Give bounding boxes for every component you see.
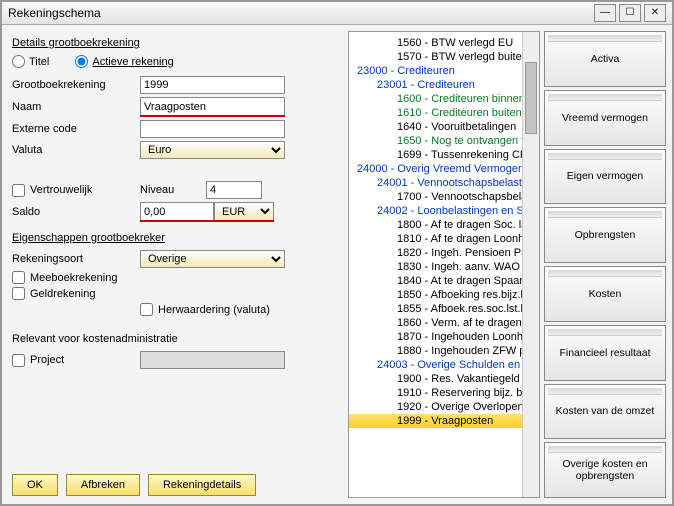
middle-panel: 1560 - BTW verlegd EU1570 - BTW verlegd … xyxy=(342,25,542,504)
chk-geldrekening[interactable]: Geldrekening xyxy=(12,287,134,300)
tree-row[interactable]: 1840 - At te dragen Spaarloon xyxy=(349,274,523,288)
section-relevant-title: Relevant voor kostenadministratie xyxy=(12,333,332,345)
window: Rekeningschema — ☐ ✕ Details grootboekre… xyxy=(0,0,674,506)
right-drawers: ActivaVreemd vermogenEigen vermogenOpbre… xyxy=(542,25,672,504)
tree-row[interactable]: 23000 - Crediteuren xyxy=(349,64,523,78)
chk-project[interactable]: Project xyxy=(12,354,134,367)
select-valuta[interactable]: Euro xyxy=(140,141,285,159)
tree-row[interactable]: 1650 - Nog te ontvangen fakt. xyxy=(349,134,523,148)
tree-row[interactable]: 1640 - Vooruitbetalingen xyxy=(349,120,523,134)
scrollbar[interactable] xyxy=(522,32,539,497)
input-saldo[interactable] xyxy=(140,202,214,220)
tree-row[interactable]: 1830 - Ingeh. aanv. WAO Premie xyxy=(349,260,523,274)
close-button[interactable]: ✕ xyxy=(644,4,666,22)
tree-row[interactable]: 1800 - Af te dragen Soc. lasten xyxy=(349,218,523,232)
window-title: Rekeningschema xyxy=(8,6,591,20)
input-niveau[interactable] xyxy=(206,181,262,199)
drawer-button[interactable]: Overige kosten en opbrengsten xyxy=(544,442,666,498)
titlebar: Rekeningschema — ☐ ✕ xyxy=(2,2,672,25)
button-bar: OK Afbreken Rekeningdetails xyxy=(12,474,256,496)
drawer-button[interactable]: Financieel resultaat xyxy=(544,325,666,381)
chk-meeboekrekening[interactable]: Meeboekrekening xyxy=(12,271,117,284)
drawer-button[interactable]: Kosten xyxy=(544,266,666,322)
tree-row[interactable]: 1920 - Overige Overlopende Pass. xyxy=(349,400,523,414)
tree-row[interactable]: 23001 - Crediteuren xyxy=(349,78,523,92)
drawer-button[interactable]: Vreemd vermogen xyxy=(544,90,666,146)
chk-herwaardering[interactable]: Herwaardering (valuta) xyxy=(140,303,270,316)
left-panel: Details grootboekrekening Titel Actieve … xyxy=(2,25,342,504)
tree-row[interactable]: 1699 - Tussenrekening CRED xyxy=(349,148,523,162)
ok-button[interactable]: OK xyxy=(12,474,58,496)
tree-row[interactable]: 1700 - Vennootschapsbelasting xyxy=(349,190,523,204)
tree-row[interactable]: 1600 - Crediteuren binnenland xyxy=(349,92,523,106)
drawer-button[interactable]: Kosten van de omzet xyxy=(544,384,666,440)
select-saldo-cur[interactable]: EUR xyxy=(214,202,274,220)
tree-row[interactable]: 24002 - Loonbelastingen en Soc. Verzk. xyxy=(349,204,523,218)
lbl-valuta: Valuta xyxy=(12,144,134,156)
input-project xyxy=(140,351,285,369)
afbreken-button[interactable]: Afbreken xyxy=(66,474,140,496)
lbl-grootboekrekening: Grootboekrekening xyxy=(12,79,134,91)
tree-row[interactable]: 1999 - Vraagposten xyxy=(349,414,523,428)
lbl-naam: Naam xyxy=(12,101,134,113)
lbl-niveau: Niveau xyxy=(140,184,200,196)
tree-row[interactable]: 1610 - Crediteuren buitenland xyxy=(349,106,523,120)
tree-row[interactable]: 24000 - Overig Vreemd Vermogen xyxy=(349,162,523,176)
drawer-button[interactable]: Eigen vermogen xyxy=(544,149,666,205)
account-tree[interactable]: 1560 - BTW verlegd EU1570 - BTW verlegd … xyxy=(349,32,523,497)
tree-row[interactable]: 1810 - Af te dragen Loonheffing xyxy=(349,232,523,246)
tree-row[interactable]: 1910 - Reservering bijz. belastingen xyxy=(349,386,523,400)
input-externe-code[interactable] xyxy=(140,120,285,138)
radio-actieve-rekening[interactable]: Actieve rekening xyxy=(75,55,173,68)
lbl-rekeningsoort: Rekeningsoort xyxy=(12,253,134,265)
tree-row[interactable]: 24003 - Overige Schulden en Overl. xyxy=(349,358,523,372)
select-rekeningsoort[interactable]: Overige xyxy=(140,250,285,268)
lbl-saldo: Saldo xyxy=(12,206,134,218)
minimize-button[interactable]: — xyxy=(594,4,616,22)
tree-row[interactable]: 1570 - BTW verlegd buiten EU xyxy=(349,50,523,64)
drawer-button[interactable]: Opbrengsten xyxy=(544,207,666,263)
section-details-title: Details grootboekrekening xyxy=(12,37,332,49)
drawer-button[interactable]: Activa xyxy=(544,31,666,87)
body: Details grootboekrekening Titel Actieve … xyxy=(2,25,672,504)
tree-row[interactable]: 24001 - Vennootschapsbelasting xyxy=(349,176,523,190)
tree-row[interactable]: 1820 - Ingeh. Pensioen Premie xyxy=(349,246,523,260)
tree-row[interactable]: 1560 - BTW verlegd EU xyxy=(349,36,523,50)
lbl-externe-code: Externe code xyxy=(12,123,134,135)
tree-row[interactable]: 1880 - Ingehouden ZFW premie xyxy=(349,344,523,358)
scrollbar-thumb[interactable] xyxy=(525,62,537,134)
tree-row[interactable]: 1870 - Ingehouden Loonheffing xyxy=(349,330,523,344)
chk-vertrouwelijk[interactable]: Vertrouwelijk xyxy=(12,184,134,197)
radio-titel[interactable]: Titel xyxy=(12,55,49,68)
tree-row[interactable]: 1855 - Afboek.res.soc.lst.bijz.1 xyxy=(349,302,523,316)
tree-wrap: 1560 - BTW verlegd EU1570 - BTW verlegd … xyxy=(348,31,540,498)
tree-row[interactable]: 1900 - Res. Vakantiegeld incl. Soc. Last… xyxy=(349,372,523,386)
input-grootboekrekening[interactable] xyxy=(140,76,285,94)
rekeningdetails-button[interactable]: Rekeningdetails xyxy=(148,474,256,496)
section-props-title: Eigenschappen grootboekreker xyxy=(12,232,332,244)
radio-group: Titel Actieve rekening xyxy=(12,55,332,68)
tree-row[interactable]: 1860 - Verm. af te dragen LH xyxy=(349,316,523,330)
maximize-button[interactable]: ☐ xyxy=(619,4,641,22)
tree-row[interactable]: 1850 - Afboeking res.bijz.bel.1 xyxy=(349,288,523,302)
input-naam[interactable] xyxy=(140,97,285,115)
